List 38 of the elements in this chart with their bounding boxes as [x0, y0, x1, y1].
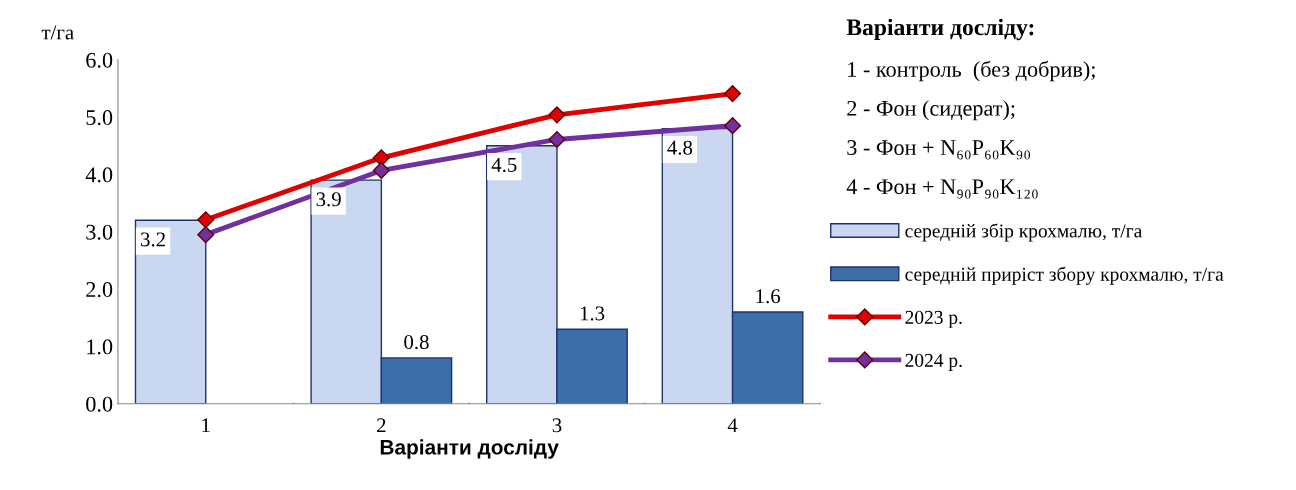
point	[372, 161, 390, 179]
y-tick-label: 2.0	[86, 282, 113, 298]
data-label: 3.9	[316, 192, 341, 207]
point	[724, 117, 742, 135]
y-axis-title: т/га	[41, 25, 74, 40]
y-tick-label: 5.0	[86, 110, 113, 126]
data-label: 3.2	[141, 232, 165, 247]
data-label: 1.6	[756, 289, 781, 304]
text: 2 - Фон (сидерат);	[847, 100, 1015, 121]
x-tick-label: 3	[552, 418, 562, 433]
text: Варіанти досліду:	[846, 18, 1034, 41]
y-tick-label: 6.0	[86, 52, 113, 68]
point	[724, 85, 742, 103]
data-label: 1.3	[580, 306, 605, 321]
data-label: 0.8	[404, 335, 429, 350]
bar	[134, 219, 207, 404]
y-tick-label: 0.0	[86, 396, 113, 412]
y-tick-label: 1.0	[87, 339, 113, 355]
legend-label: 2024 р.	[905, 353, 962, 371]
point	[548, 130, 566, 149]
legend-label: 2023 р.	[905, 310, 962, 328]
x-axis-title: Варіанти досліду	[380, 439, 559, 459]
text: 3 - Фон + N₆₀P₆₀K₉₀	[847, 140, 1030, 160]
data-label: 4.8	[667, 140, 693, 155]
y-tick-label: 3.0	[86, 224, 113, 240]
text: 1 - контроль (без добрив);	[848, 60, 1095, 82]
text: 4 - Фон + N₉₀P₉₀K₁₂₀	[846, 179, 1038, 199]
legend-label: середній збір крохмалю, т/га	[905, 223, 1143, 242]
point	[197, 226, 215, 244]
x-tick-label: 1	[202, 418, 210, 433]
point	[548, 106, 566, 124]
data-label: 4.5	[491, 157, 517, 172]
x-tick-label: 2	[377, 418, 386, 433]
point	[197, 211, 215, 229]
legend-label: середній приріст збору крохмалю, т/га	[905, 266, 1224, 285]
point	[372, 149, 390, 167]
y-tick-label: 4.0	[85, 167, 113, 183]
x-tick-label: 4	[727, 418, 738, 433]
